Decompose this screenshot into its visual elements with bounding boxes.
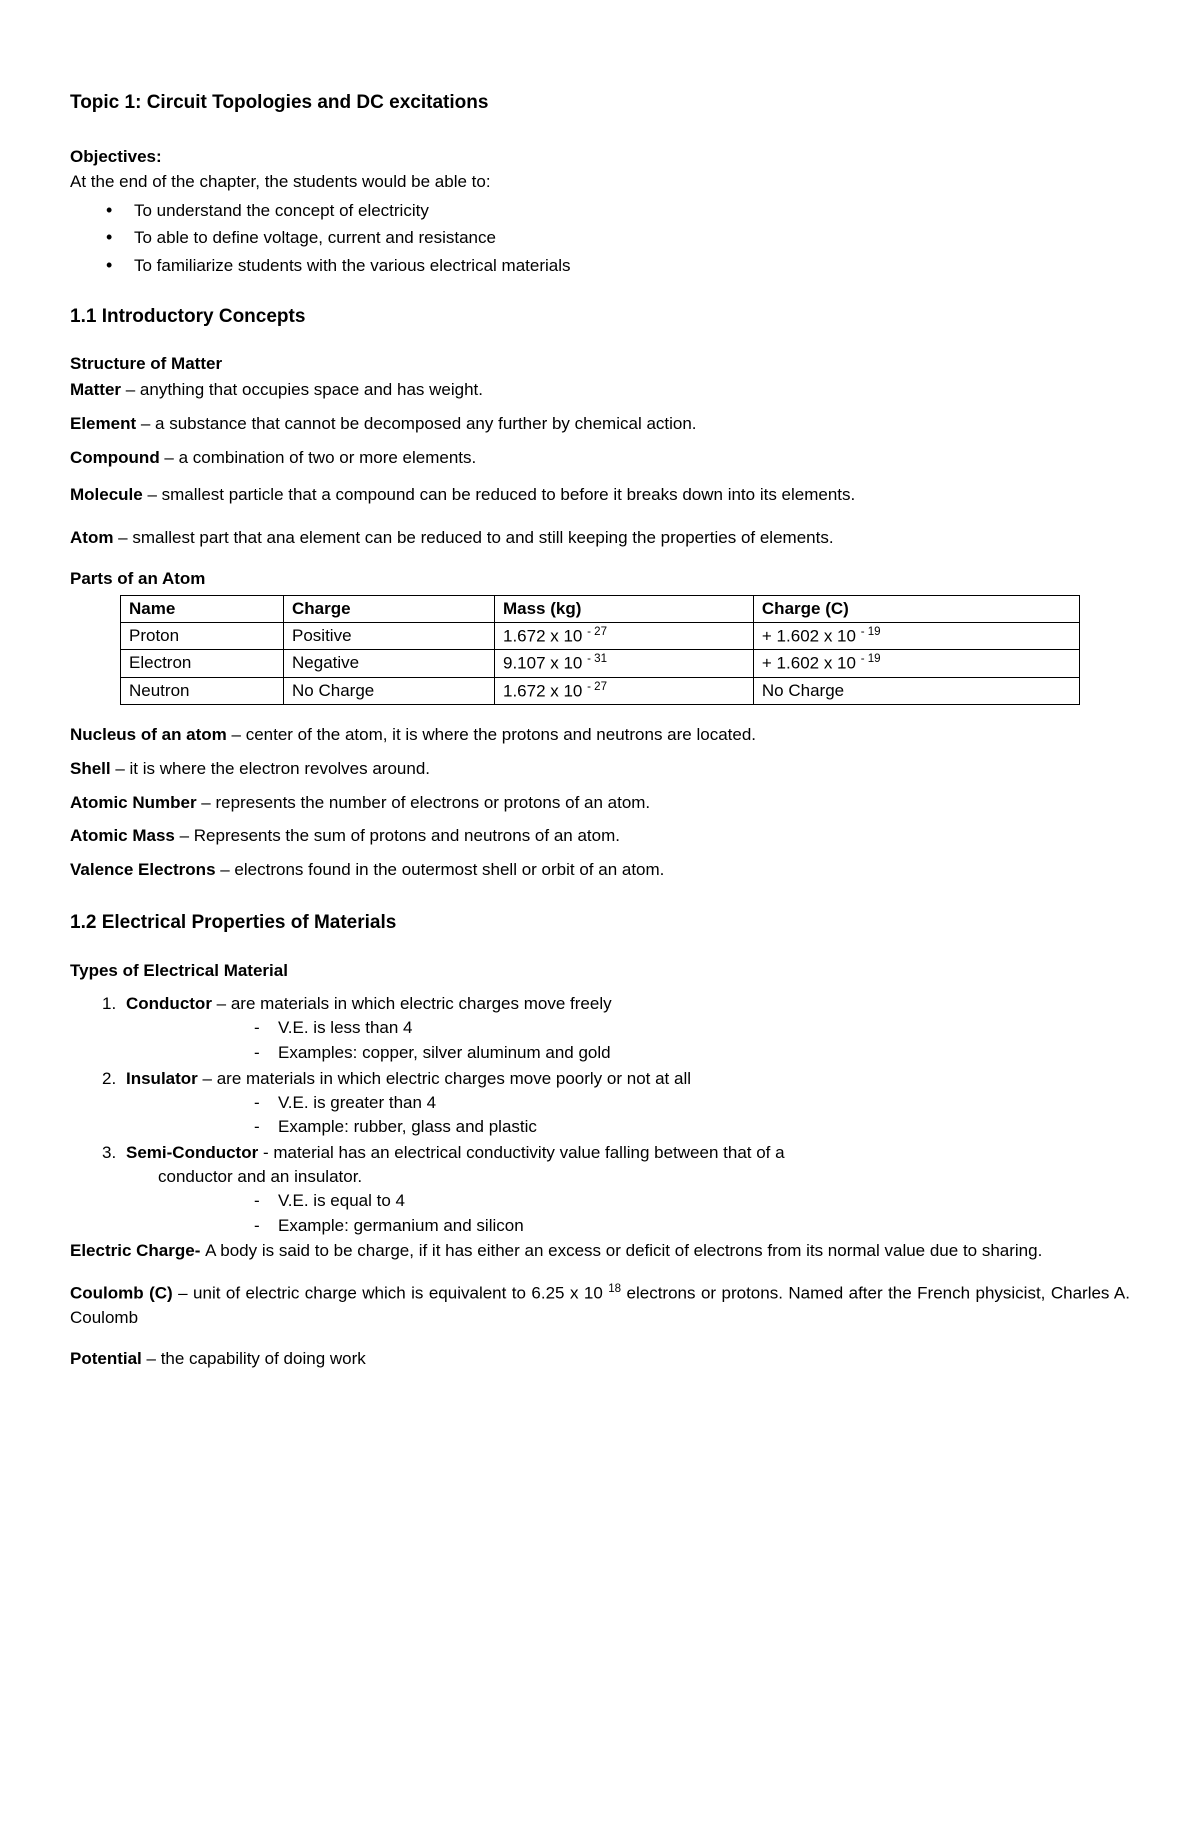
table-row: Neutron No Charge 1.672 x 10 - 27 No Cha… [121, 677, 1080, 704]
def-text: – electrons found in the outermost shell… [216, 860, 665, 879]
sub-item: Example: germanium and silicon [278, 1214, 1130, 1238]
objectives-label: Objectives: [70, 145, 1130, 169]
term: Atom [70, 528, 113, 547]
def-matter: Matter – anything that occupies space an… [70, 378, 1130, 402]
term: Shell [70, 759, 111, 778]
cell: No Charge [753, 677, 1079, 704]
def-molecule: Molecule – smallest particle that a comp… [70, 480, 1130, 510]
term: Insulator [126, 1069, 198, 1088]
def-text: – anything that occupies space and has w… [121, 380, 483, 399]
objectives-intro: At the end of the chapter, the students … [70, 170, 1130, 194]
type-text: – are materials in which electric charge… [198, 1069, 691, 1088]
types-list: 1.Conductor – are materials in which ele… [70, 992, 1130, 1237]
term: Element [70, 414, 136, 433]
def-valence: Valence Electrons – electrons found in t… [70, 858, 1130, 882]
term: Atomic Number [70, 793, 197, 812]
term: Atomic Mass [70, 826, 175, 845]
parts-of-atom-heading: Parts of an Atom [70, 567, 1130, 591]
term: Nucleus of an atom [70, 725, 227, 744]
table-row: Proton Positive 1.672 x 10 - 27 + 1.602 … [121, 622, 1080, 649]
atom-parts-table: Name Charge Mass (kg) Charge (C) Proton … [120, 595, 1080, 705]
def-text: – smallest particle that a compound can … [143, 485, 856, 504]
def-coulomb: Coulomb (C) – unit of electric charge wh… [70, 1281, 1130, 1329]
def-potential: Potential – the capability of doing work [70, 1347, 1130, 1371]
cell: Neutron [121, 677, 284, 704]
objective-item: To able to define voltage, current and r… [134, 225, 1130, 250]
def-element: Element – a substance that cannot be dec… [70, 412, 1130, 436]
cell: + 1.602 x 10 - 19 [753, 622, 1079, 649]
def-text: – a combination of two or more elements. [160, 448, 477, 467]
term: Compound [70, 448, 160, 467]
section-1-2-heading: 1.2 Electrical Properties of Materials [70, 910, 1130, 937]
cell: + 1.602 x 10 - 19 [753, 650, 1079, 677]
num: 2. [102, 1067, 126, 1091]
term: Semi-Conductor [126, 1143, 258, 1162]
col-charge-c: Charge (C) [753, 595, 1079, 622]
objective-item: To understand the concept of electricity [134, 198, 1130, 223]
cell: 1.672 x 10 - 27 [494, 677, 753, 704]
def-text: – a substance that cannot be decomposed … [136, 414, 696, 433]
cell: Negative [284, 650, 495, 677]
objective-item: To familiarize students with the various… [134, 253, 1130, 278]
type-conductor: 1.Conductor – are materials in which ele… [102, 992, 1130, 1064]
cell: No Charge [284, 677, 495, 704]
term: Conductor [126, 994, 212, 1013]
def-text: – center of the atom, it is where the pr… [227, 725, 756, 744]
type-text: - material has an electrical conductivit… [258, 1143, 784, 1162]
def-text: A body is said to be charge, if it has e… [205, 1241, 1042, 1260]
def-shell: Shell – it is where the electron revolve… [70, 757, 1130, 781]
col-name: Name [121, 595, 284, 622]
def-text: – smallest part that ana element can be … [113, 528, 833, 547]
def-pre: – unit of electric charge which is equiv… [173, 1284, 609, 1303]
term: Molecule [70, 485, 143, 504]
type-text-cont: conductor and an insulator. [102, 1165, 1130, 1189]
table-row: Electron Negative 9.107 x 10 - 31 + 1.60… [121, 650, 1080, 677]
cell: Proton [121, 622, 284, 649]
col-mass: Mass (kg) [494, 595, 753, 622]
sub-item: V.E. is equal to 4 [278, 1189, 1130, 1213]
def-atomic-mass: Atomic Mass – Represents the sum of prot… [70, 824, 1130, 848]
def-electric-charge: Electric Charge- A body is said to be ch… [70, 1239, 1130, 1263]
term: Valence Electrons [70, 860, 216, 879]
term: Coulomb (C) [70, 1284, 173, 1303]
term: Electric Charge- [70, 1241, 205, 1260]
cell: Electron [121, 650, 284, 677]
num: 1. [102, 992, 126, 1016]
num: 3. [102, 1141, 126, 1165]
cell: Positive [284, 622, 495, 649]
sub-item: V.E. is less than 4 [278, 1016, 1130, 1040]
topic-title: Topic 1: Circuit Topologies and DC excit… [70, 90, 1130, 117]
type-insulator: 2.Insulator – are materials in which ele… [102, 1067, 1130, 1139]
cell: 1.672 x 10 - 27 [494, 622, 753, 649]
def-compound: Compound – a combination of two or more … [70, 446, 1130, 470]
def-text: – represents the number of electrons or … [197, 793, 651, 812]
sub-item: Example: rubber, glass and plastic [278, 1115, 1130, 1139]
structure-of-matter-heading: Structure of Matter [70, 352, 1130, 376]
objectives-list: To understand the concept of electricity… [70, 198, 1130, 278]
def-atom: Atom – smallest part that ana element ca… [70, 523, 1130, 553]
sub-list: V.E. is less than 4 Examples: copper, si… [102, 1016, 1130, 1065]
def-text: – Represents the sum of protons and neut… [175, 826, 620, 845]
sub-item: Examples: copper, silver aluminum and go… [278, 1041, 1130, 1065]
def-text: – it is where the electron revolves arou… [111, 759, 430, 778]
sub-list: V.E. is equal to 4 Example: germanium an… [102, 1189, 1130, 1238]
term: Matter [70, 380, 121, 399]
def-nucleus: Nucleus of an atom – center of the atom,… [70, 723, 1130, 747]
exp: 18 [608, 1283, 621, 1295]
col-charge: Charge [284, 595, 495, 622]
types-heading: Types of Electrical Material [70, 959, 1130, 983]
def-text: – the capability of doing work [142, 1349, 366, 1368]
cell: 9.107 x 10 - 31 [494, 650, 753, 677]
type-semiconductor: 3.Semi-Conductor - material has an elect… [102, 1141, 1130, 1237]
sub-list: V.E. is greater than 4 Example: rubber, … [102, 1091, 1130, 1140]
def-atomic-number: Atomic Number – represents the number of… [70, 791, 1130, 815]
type-text: – are materials in which electric charge… [212, 994, 612, 1013]
section-1-1-heading: 1.1 Introductory Concepts [70, 304, 1130, 331]
table-header-row: Name Charge Mass (kg) Charge (C) [121, 595, 1080, 622]
term: Potential [70, 1349, 142, 1368]
sub-item: V.E. is greater than 4 [278, 1091, 1130, 1115]
